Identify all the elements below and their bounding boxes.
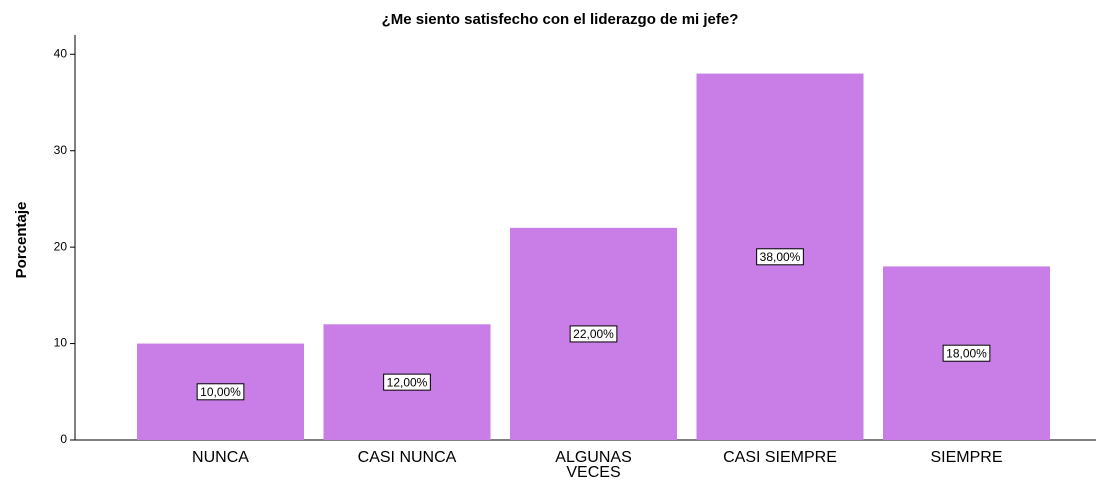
x-tick-label: ALGUNAS VECES — [555, 449, 632, 481]
x-tick-label: NUNCA — [192, 449, 249, 466]
value-label: 18,00% — [946, 346, 987, 360]
value-label: 12,00% — [387, 375, 428, 389]
value-label: 22,00% — [573, 327, 614, 341]
y-tick-label: 20 — [54, 239, 68, 253]
y-tick-label: 0 — [60, 432, 67, 446]
value-label-box — [196, 383, 245, 401]
y-axis-label: Porcentaje — [13, 202, 30, 279]
value-label-box — [569, 325, 618, 343]
y-tick-label: 10 — [54, 336, 68, 350]
y-tick-label: 30 — [54, 143, 68, 157]
x-tick-label: CASI SIEMPRE — [723, 449, 837, 466]
value-label: 10,00% — [200, 385, 241, 399]
x-tick-label: SIEMPRE — [930, 449, 1003, 466]
chart-title: ¿Me siento satisfecho con el liderazgo d… — [382, 11, 739, 28]
x-tick-label: CASI NUNCA — [357, 449, 457, 466]
y-tick-label: 40 — [54, 46, 68, 60]
value-label-box — [942, 344, 991, 362]
value-label: 38,00% — [760, 250, 801, 264]
value-label-box — [383, 373, 431, 391]
value-label-box — [756, 248, 804, 266]
